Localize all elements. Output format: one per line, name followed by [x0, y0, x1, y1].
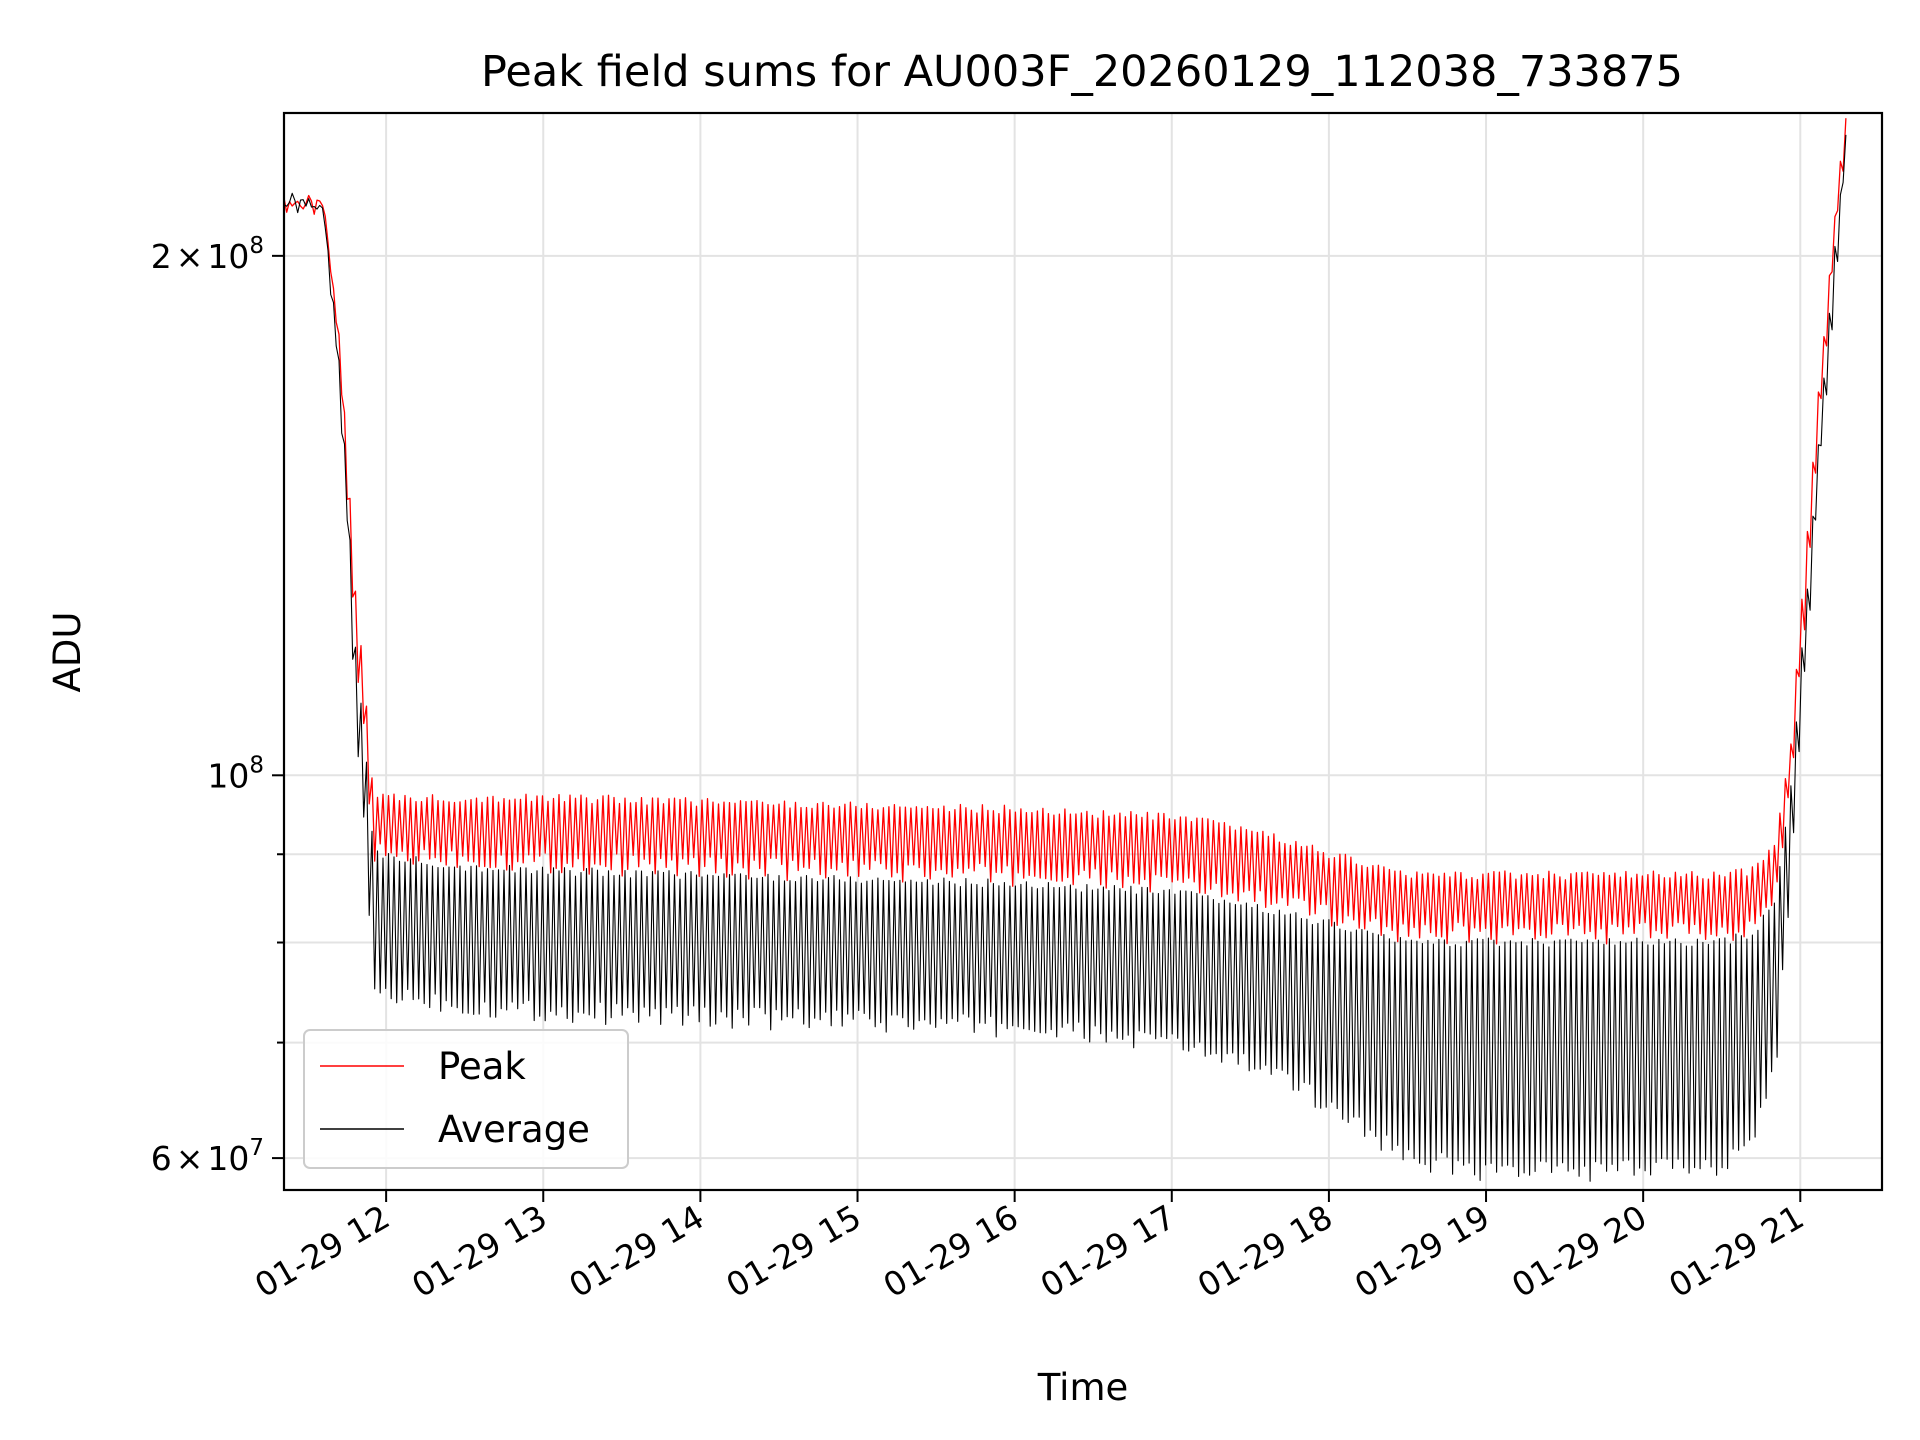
plot-data — [284, 118, 1847, 1182]
series-peak-line — [284, 118, 1847, 945]
legend-average-label: Average — [438, 1108, 590, 1151]
y-tick-label: 108 — [207, 752, 264, 795]
y-axis-label: ADU — [46, 612, 89, 693]
y-tick-label: 2 × 108 — [151, 233, 264, 276]
legend-box — [303, 1029, 629, 1169]
y-axis-ticks: 6 × 107 108 2 × 108 — [151, 233, 284, 1178]
plot-frame — [282, 111, 1884, 1192]
chart-title: Peak field sums for AU003F_20260129_1120… — [481, 47, 1683, 97]
series-average-line — [284, 134, 1847, 1182]
legend-peak-label: Peak — [438, 1045, 526, 1088]
y-tick-label: 6 × 107 — [151, 1135, 264, 1178]
x-axis-label: Time — [1037, 1366, 1129, 1409]
legend: Peak Average — [303, 1029, 629, 1169]
